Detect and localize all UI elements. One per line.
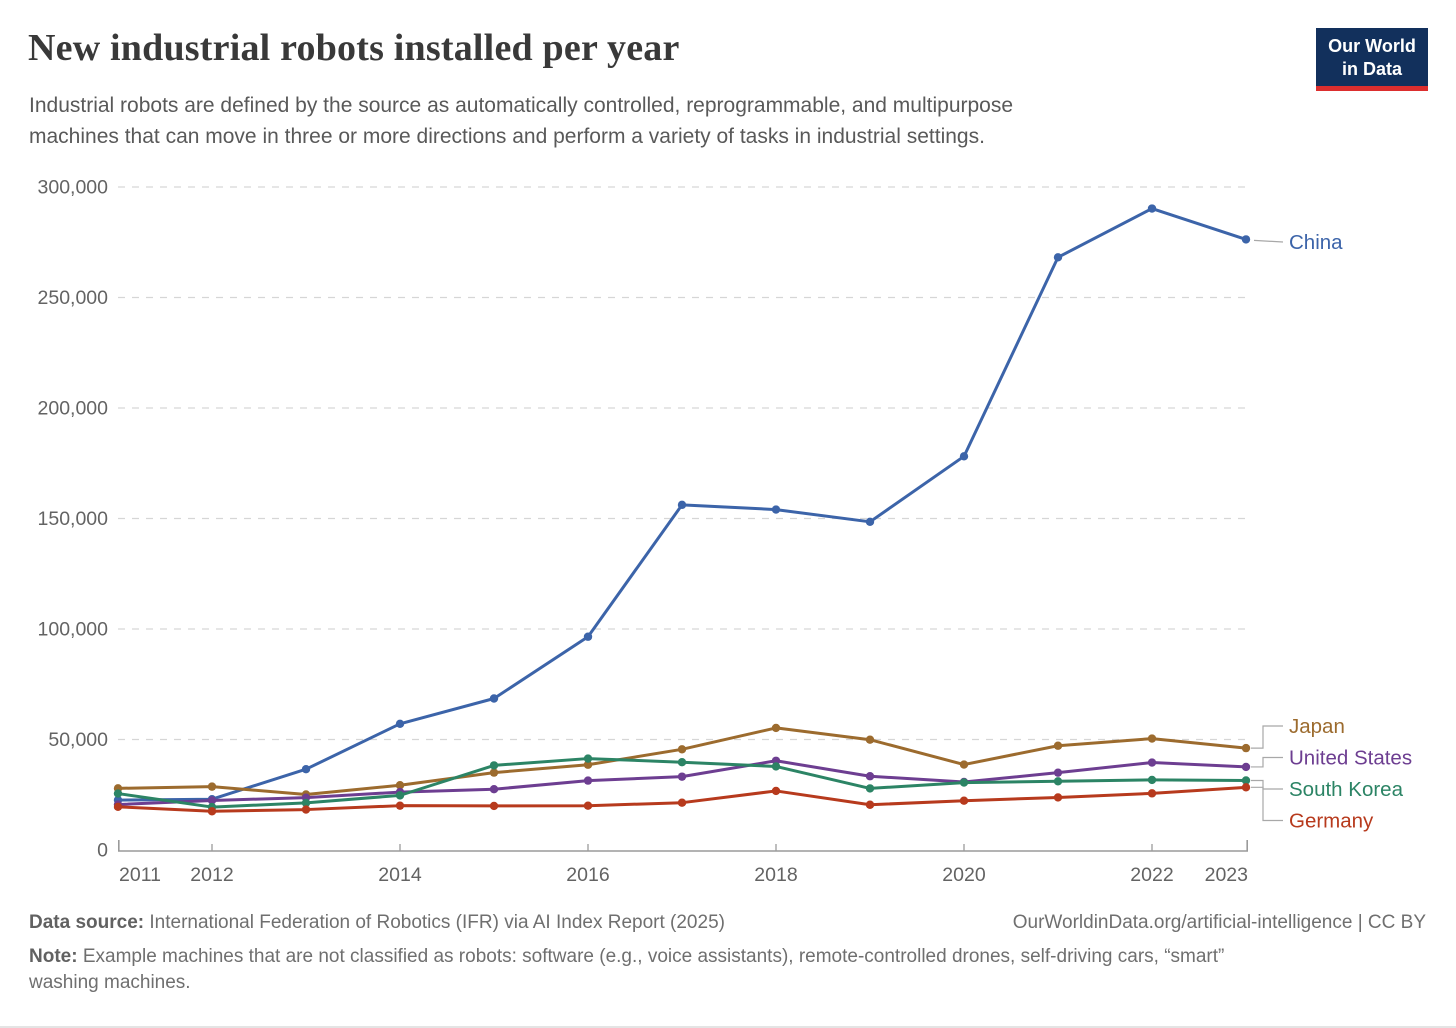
data-point-germany[interactable] — [583, 801, 593, 810]
data-point-germany[interactable] — [1053, 793, 1063, 802]
data-point-germany[interactable] — [959, 796, 969, 805]
x-axis-label: 2020 — [942, 864, 986, 886]
data-point-south-korea[interactable] — [1147, 775, 1157, 785]
subtitle-line-2: machines that can move in three or more … — [29, 125, 985, 148]
note-label: Note: — [29, 946, 78, 967]
data-point-china[interactable] — [583, 632, 593, 641]
x-axis-label: 2023 — [1205, 864, 1248, 886]
x-axis-label: 2016 — [566, 864, 609, 886]
data-point-south-korea[interactable] — [959, 778, 969, 787]
subtitle-line-1: Industrial robots are defined by the sou… — [29, 94, 1014, 117]
label-connector — [1251, 786, 1283, 822]
label-connector — [1251, 779, 1283, 790]
data-point-south-korea[interactable] — [1241, 776, 1251, 785]
y-axis-label: 300,000 — [38, 177, 109, 199]
y-axis-label: 100,000 — [38, 619, 109, 641]
series-label-japan[interactable]: Japan — [1289, 715, 1345, 738]
data-point-south-korea[interactable] — [395, 791, 405, 800]
chart-subtitle: Industrial robots are defined by the sou… — [29, 90, 1013, 152]
x-axis-label: 2014 — [378, 864, 422, 886]
data-point-germany[interactable] — [1147, 789, 1157, 798]
data-point-germany[interactable] — [301, 805, 311, 814]
label-connector — [1251, 756, 1283, 768]
series-label-germany[interactable]: Germany — [1289, 810, 1374, 833]
logo-line-2: in Data — [1341, 59, 1402, 79]
data-point-germany[interactable] — [1241, 783, 1251, 792]
data-point-united-states[interactable] — [207, 796, 217, 805]
data-point-germany[interactable] — [113, 802, 123, 812]
data-point-japan[interactable] — [1147, 734, 1157, 743]
data-point-united-states[interactable] — [1147, 758, 1157, 767]
chart-note: Note: Example machines that are not clas… — [29, 944, 1426, 996]
data-point-south-korea[interactable] — [677, 757, 687, 767]
series-label-united-states[interactable]: United States — [1289, 747, 1412, 770]
logo-line-1: Our World — [1328, 36, 1416, 56]
y-axis-label: 150,000 — [38, 508, 109, 530]
x-axis-label: 2018 — [754, 864, 797, 886]
data-point-japan[interactable] — [1241, 743, 1251, 753]
data-point-japan[interactable] — [959, 760, 969, 769]
data-point-japan[interactable] — [207, 782, 217, 791]
data-point-south-korea[interactable] — [865, 784, 875, 793]
y-axis-label: 250,000 — [38, 287, 109, 309]
data-point-japan[interactable] — [489, 768, 499, 777]
chart-footer: Data source: International Federation of… — [29, 910, 1426, 996]
data-point-china[interactable] — [489, 694, 499, 703]
data-point-china[interactable] — [395, 719, 405, 729]
data-point-germany[interactable] — [207, 807, 217, 816]
data-point-south-korea[interactable] — [771, 762, 781, 771]
series-label-china[interactable]: China — [1289, 231, 1343, 254]
data-point-china[interactable] — [959, 452, 969, 461]
data-point-united-states[interactable] — [489, 785, 499, 794]
data-point-china[interactable] — [1147, 204, 1157, 213]
data-source-label: Data source: — [29, 912, 145, 933]
x-axis-label: 2012 — [190, 864, 233, 886]
data-point-china[interactable] — [677, 500, 687, 510]
data-point-united-states[interactable] — [1241, 762, 1251, 772]
credit-text[interactable]: OurWorldinData.org/artificial-intelligen… — [1012, 912, 1426, 933]
label-connector — [1251, 725, 1283, 749]
x-axis-label: 2022 — [1130, 864, 1173, 886]
data-point-japan[interactable] — [1053, 741, 1063, 750]
data-point-germany[interactable] — [489, 801, 499, 811]
series-label-south-korea[interactable]: South Korea — [1289, 778, 1404, 801]
data-point-japan[interactable] — [583, 760, 593, 769]
note-line-2: washing machines. — [29, 972, 191, 993]
note-line-1: Example machines that are not classified… — [82, 946, 1225, 967]
owid-logo: Our World in Data — [1316, 28, 1428, 91]
page-title: New industrial robots installed per year — [28, 27, 680, 69]
data-point-china[interactable] — [771, 505, 781, 514]
x-axis-label: 2011 — [119, 864, 161, 886]
data-point-south-korea[interactable] — [489, 761, 499, 770]
data-point-united-states[interactable] — [677, 772, 687, 781]
data-point-south-korea[interactable] — [583, 754, 593, 763]
data-source-text: Data source: International Federation of… — [29, 910, 725, 936]
data-point-south-korea[interactable] — [301, 798, 311, 808]
data-point-japan[interactable] — [677, 745, 687, 754]
label-connector — [1253, 239, 1284, 243]
data-point-china[interactable] — [301, 765, 311, 774]
y-axis-label: 200,000 — [38, 398, 109, 420]
data-point-china[interactable] — [1053, 253, 1063, 262]
data-point-japan[interactable] — [865, 735, 875, 744]
y-axis-label: 0 — [97, 840, 108, 862]
data-point-united-states[interactable] — [583, 776, 593, 785]
data-point-japan[interactable] — [771, 723, 781, 733]
data-point-germany[interactable] — [395, 801, 405, 810]
data-point-germany[interactable] — [865, 800, 875, 809]
data-point-united-states[interactable] — [1053, 768, 1063, 777]
y-axis-label: 50,000 — [48, 729, 108, 751]
data-point-south-korea[interactable] — [1053, 777, 1063, 786]
data-point-germany[interactable] — [677, 798, 687, 807]
data-point-japan[interactable] — [395, 781, 405, 790]
data-point-china[interactable] — [865, 517, 875, 527]
data-point-germany[interactable] — [771, 786, 781, 796]
data-point-united-states[interactable] — [865, 772, 875, 781]
data-point-china[interactable] — [1241, 235, 1251, 244]
data-point-south-korea[interactable] — [113, 789, 123, 798]
data-source-value: International Federation of Robotics (IF… — [149, 912, 725, 933]
credit-link[interactable]: OurWorldinData.org/artificial-intelligen… — [1013, 910, 1426, 936]
